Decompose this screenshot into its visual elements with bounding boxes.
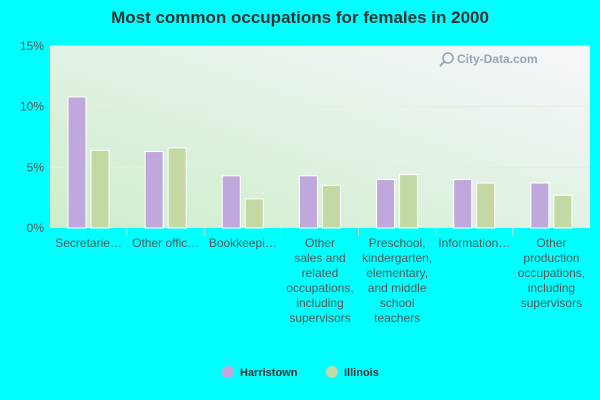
bar-illinois[interactable] xyxy=(321,185,341,229)
legend-label-harristown: Harristown xyxy=(240,367,298,379)
bar-harristown[interactable] xyxy=(453,178,473,229)
bar-illinois[interactable] xyxy=(399,174,419,229)
legend-label-illinois: Illinois xyxy=(344,367,379,379)
bar-harristown[interactable] xyxy=(530,182,550,229)
category-label: Bookkeepi… xyxy=(209,236,277,250)
bar-harristown[interactable] xyxy=(376,178,396,229)
watermark: City-Data.com xyxy=(439,52,538,67)
bar-illinois[interactable] xyxy=(244,198,264,229)
legend: Harristown Illinois xyxy=(222,366,379,379)
watermark-text: City-Data.com xyxy=(457,52,538,66)
chart-title: Most common occupations for females in 2… xyxy=(111,8,489,27)
bar-illinois[interactable] xyxy=(90,149,110,229)
bar-harristown[interactable] xyxy=(67,96,87,229)
category-label: Information… xyxy=(438,236,510,250)
search-icon-handle xyxy=(439,60,446,67)
category-label: Other offic… xyxy=(132,236,199,250)
category-label: Preschool, kindergarten, elementary, and mi… xyxy=(362,236,432,325)
y-tick-label: 5% xyxy=(27,160,45,174)
gridlines xyxy=(50,45,590,236)
bars xyxy=(67,96,573,229)
legend-swatch-harristown xyxy=(222,366,234,378)
legend-swatch-illinois xyxy=(326,366,338,378)
y-tick-label: 15% xyxy=(20,39,44,53)
plot-area xyxy=(50,46,590,228)
y-tick-label: 0% xyxy=(27,221,45,235)
y-tick-label: 10% xyxy=(20,100,44,114)
x-axis: Secretarie… Other offic… Bookkeepi… Other sa… xyxy=(55,236,585,325)
category-label: Other production occupations, including supe… xyxy=(518,236,585,310)
search-icon xyxy=(442,52,454,64)
category-label: Secretarie… xyxy=(55,236,122,250)
bar-illinois[interactable] xyxy=(167,147,187,229)
y-axis: 0% 5% 10% 15% xyxy=(20,39,44,235)
bar-illinois[interactable] xyxy=(553,194,573,229)
bar-harristown[interactable] xyxy=(221,175,241,229)
bar-harristown[interactable] xyxy=(144,151,164,229)
bar-harristown[interactable] xyxy=(298,175,318,229)
bar-illinois[interactable] xyxy=(476,182,496,229)
category-label: Other sales and related occupations, includi… xyxy=(286,236,353,325)
